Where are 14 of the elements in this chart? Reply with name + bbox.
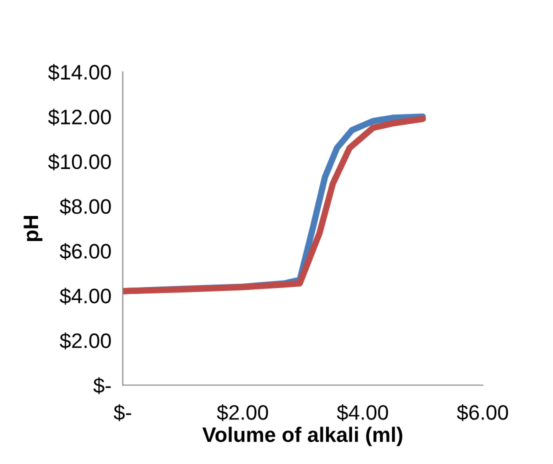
y-tick-label: $10.00 — [48, 154, 111, 170]
y-tick-label: $- — [93, 377, 111, 394]
y-tick-label: $12.00 — [48, 108, 111, 126]
x-tick-label: $4.00 — [336, 404, 388, 422]
x-axis-title: Volume of alkali (ml) — [202, 426, 402, 446]
x-tick-label: $- — [114, 404, 132, 422]
y-tick-label: $4.00 — [60, 288, 111, 305]
y-tick-label: $14.00 — [48, 64, 111, 81]
y-tick-label: $6.00 — [60, 243, 111, 260]
x-tick-label: $2.00 — [216, 404, 268, 422]
y-tick-label: $2.00 — [60, 332, 111, 350]
y-tick-label: $8.00 — [60, 198, 111, 216]
x-tick-label: $6.00 — [456, 404, 508, 422]
y-axis-title: pH — [24, 216, 42, 242]
